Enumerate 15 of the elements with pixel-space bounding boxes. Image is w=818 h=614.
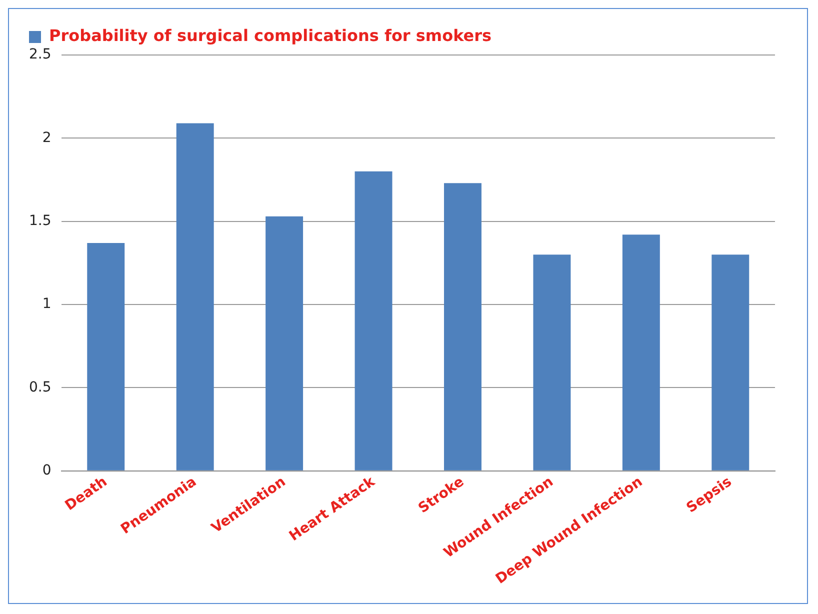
bar xyxy=(712,254,750,470)
y-tick-label: 1 xyxy=(42,296,52,312)
bar xyxy=(444,183,482,470)
y-tick-label: 2 xyxy=(42,130,52,146)
bar xyxy=(87,242,125,470)
legend-label: Probability of surgical complications for smokers xyxy=(49,26,492,46)
bar xyxy=(622,234,660,470)
bar xyxy=(176,123,214,470)
y-tick-label: 0 xyxy=(42,462,52,478)
y-tick-label: 0.5 xyxy=(29,379,52,396)
bar xyxy=(266,216,304,470)
y-tick-label: 2.5 xyxy=(29,46,52,63)
bar xyxy=(533,254,571,470)
bar xyxy=(354,171,392,470)
y-tick-label: 1.5 xyxy=(29,212,52,229)
